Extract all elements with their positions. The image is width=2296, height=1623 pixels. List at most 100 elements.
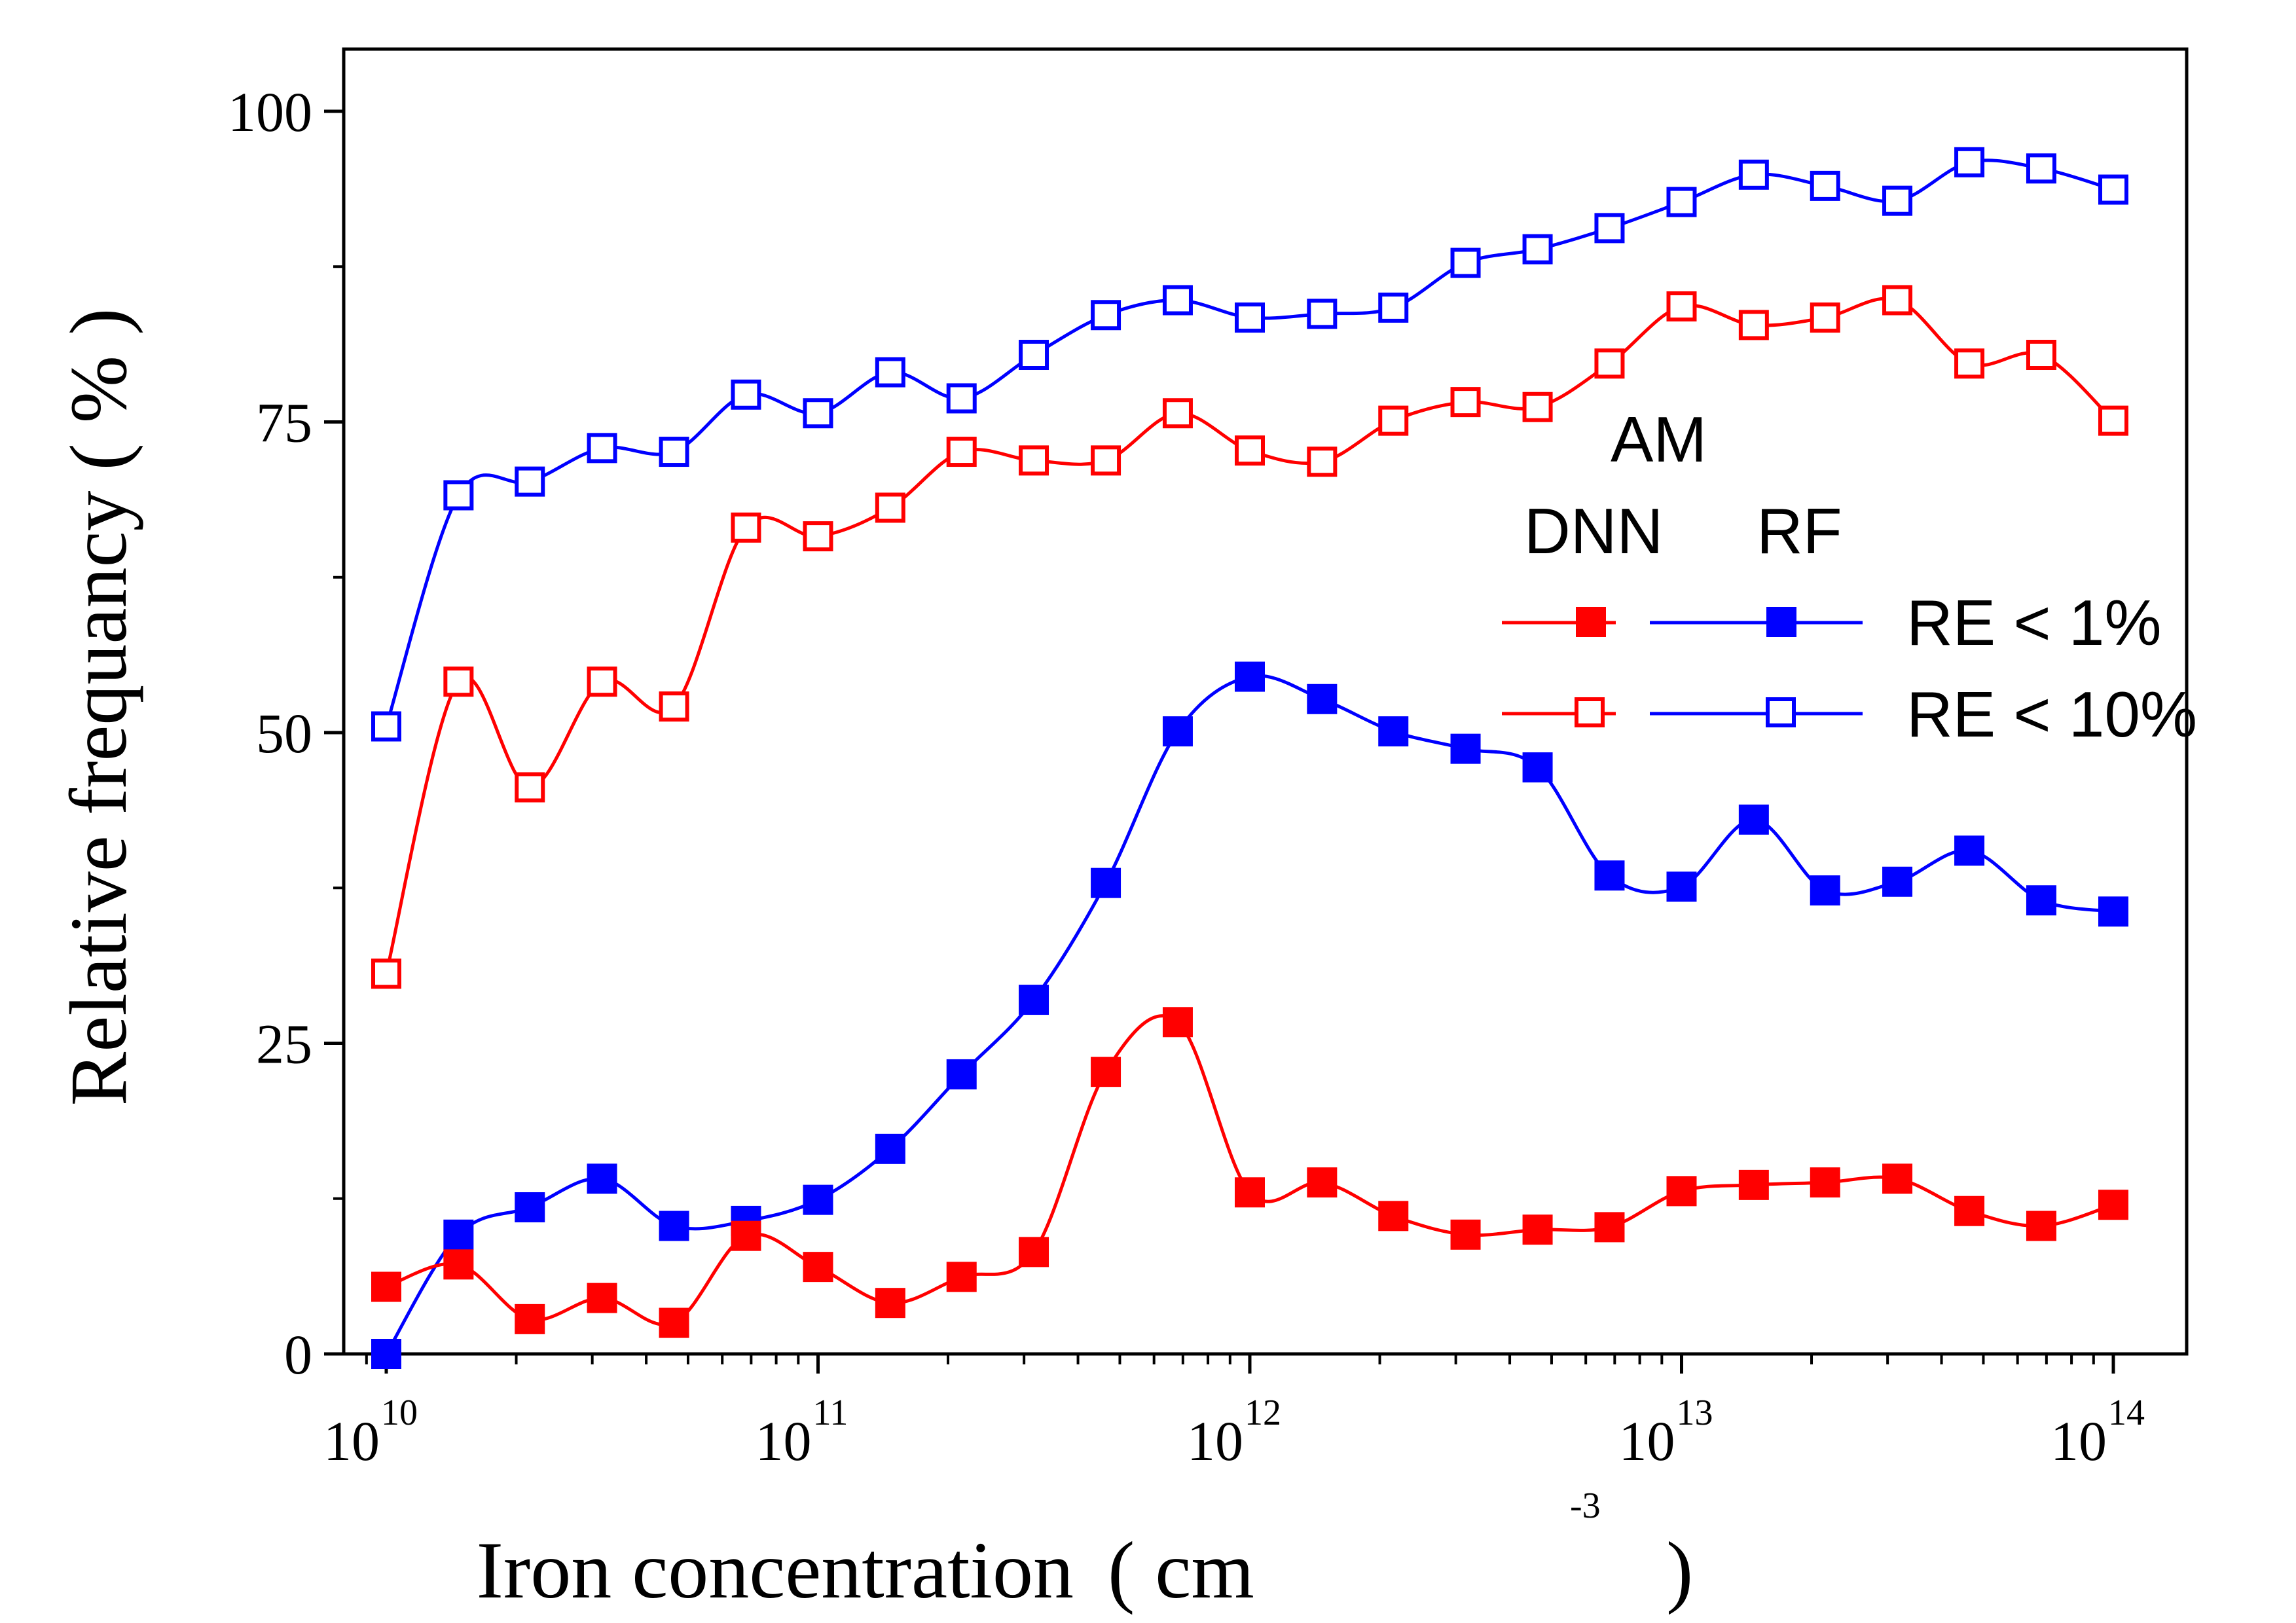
point-rf1-6 [803,1184,833,1215]
point-dnn10-18 [1666,291,1697,321]
point-dnn1-24 [2098,1190,2128,1220]
point-rf1-8 [946,1059,977,1089]
point-dnn1-9 [1019,1237,1049,1267]
point-rf10-16 [1522,234,1553,264]
point-rf10-24 [2098,174,2128,205]
point-dnn1-4 [659,1307,689,1338]
point-rf10-20 [1810,170,1840,201]
point-dnn1-23 [2026,1211,2056,1241]
point-dnn10-8 [946,437,977,467]
point-rf10-9 [1019,340,1049,371]
point-dnn1-3 [587,1283,617,1313]
point-rf1-13 [1307,684,1338,714]
point-rf10-19 [1738,159,1769,190]
point-dnn10-19 [1738,310,1769,340]
point-dnn10-11 [1162,398,1193,429]
x-tick-label-exp-4: 14 [2108,1393,2145,1433]
x-tick-label-exp-0: 10 [381,1393,418,1433]
x-tick-label-base-3: 10 [1619,1410,1675,1472]
point-rf10-13 [1307,299,1338,329]
point-dnn10-0 [371,958,401,989]
point-rf1-3 [587,1163,617,1194]
point-dnn10-24 [2098,405,2128,436]
point-rf1-10 [1091,867,1121,898]
point-dnn1-10 [1091,1057,1121,1087]
x-tick-label-base-0: 10 [323,1410,380,1472]
point-dnn1-19 [1738,1169,1769,1200]
legend-marker-rf-10 [1766,697,1796,727]
point-dnn1-2 [515,1304,545,1334]
y-tick-label-0: 0 [284,1323,312,1386]
point-dnn1-1 [443,1249,474,1280]
point-dnn10-2 [515,772,545,803]
point-rf10-4 [659,437,689,467]
y-tick-label-4: 100 [228,81,312,143]
legend-marker-rf-1 [1766,607,1796,637]
point-dnn10-12 [1235,435,1265,466]
point-dnn10-21 [1882,285,1913,316]
point-rf10-0 [371,711,401,742]
point-rf10-23 [2026,153,2056,184]
point-rf1-17 [1594,860,1625,891]
point-dnn10-7 [875,492,905,523]
point-rf10-21 [1882,185,1913,216]
x-tick-label-base-1: 10 [756,1410,812,1472]
point-dnn10-4 [659,691,689,722]
point-dnn10-10 [1091,445,1121,476]
point-dnn10-13 [1307,447,1338,477]
point-dnn10-16 [1522,392,1553,422]
y-axis-title: Relative frequancy ( % ) [54,308,143,1106]
point-dnn1-16 [1522,1214,1553,1245]
point-rf1-12 [1235,661,1265,692]
point-dnn1-18 [1666,1176,1697,1207]
point-rf1-9 [1019,985,1049,1015]
x-axis-unit-exp: -3 [1570,1486,1601,1526]
point-dnn10-3 [587,666,617,697]
point-dnn10-23 [2026,340,2056,371]
point-rf10-6 [803,398,833,429]
legend-row-re1: RE < 1% [1906,587,2161,659]
point-dnn10-1 [443,666,474,697]
point-rf10-5 [731,379,761,410]
legend-row-re10: RE < 10% [1906,678,2197,750]
x-tick-label-base-4: 10 [2050,1410,2107,1472]
legend-col-rf: RF [1757,495,1842,567]
point-rf1-15 [1450,733,1481,764]
point-dnn1-22 [1954,1195,1985,1226]
point-dnn1-13 [1307,1167,1338,1198]
point-rf1-11 [1162,716,1193,747]
x-axis-unit-close: ) [1666,1525,1693,1615]
x-tick-label-base-2: 10 [1187,1410,1243,1472]
x-axis-unit-open: ( cm [1108,1525,1254,1615]
point-rf1-19 [1738,804,1769,835]
point-dnn1-6 [803,1252,833,1283]
point-rf10-11 [1162,285,1193,316]
point-rf1-0 [371,1339,401,1369]
point-dnn1-20 [1810,1167,1840,1198]
point-rf10-15 [1450,247,1481,278]
point-rf10-12 [1235,302,1265,333]
point-rf10-10 [1091,300,1121,331]
point-rf1-1 [443,1219,474,1250]
point-rf10-18 [1666,187,1697,217]
point-rf1-21 [1882,866,1913,897]
legend-group-title: AM [1611,403,1707,475]
legend: AM DNN RF RE < 1% RE < 10% [1502,403,2197,750]
y-tick-label-1: 25 [256,1013,312,1076]
point-rf10-2 [515,466,545,497]
point-rf1-18 [1666,871,1697,902]
legend-col-dnn: DNN [1524,495,1663,567]
x-tick-label-exp-2: 12 [1245,1393,1281,1433]
point-dnn10-15 [1450,387,1481,418]
point-dnn10-5 [731,512,761,543]
point-dnn1-17 [1594,1212,1625,1243]
point-rf10-22 [1954,147,1985,177]
point-rf1-4 [659,1211,689,1241]
legend-marker-dnn-1 [1576,607,1606,637]
point-rf10-8 [946,383,977,414]
point-dnn1-5 [731,1220,761,1251]
point-dnn10-6 [803,521,833,552]
point-dnn1-0 [371,1271,401,1302]
